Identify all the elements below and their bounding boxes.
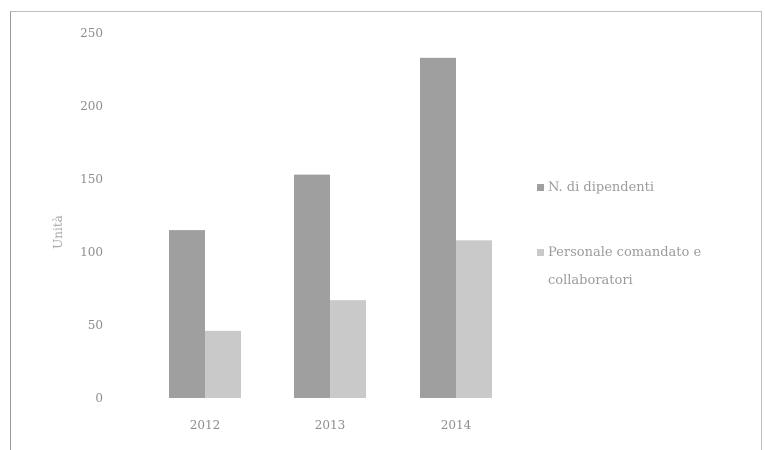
bar-personale-comandato-2013 — [330, 300, 366, 398]
bar-personale-comandato-2014 — [456, 240, 492, 398]
legend-swatch-dipendenti — [537, 184, 544, 191]
y-tick-label: 150 — [80, 172, 103, 186]
y-axis-label: Unità — [51, 215, 65, 249]
x-tick-label: 2014 — [441, 418, 472, 432]
bar-personale-comandato-2012 — [205, 330, 241, 398]
y-tick-label: 50 — [88, 318, 103, 332]
bar-dipendenti-2012 — [169, 230, 205, 398]
legend-swatch-personale — [537, 249, 544, 256]
y-tick-label: 200 — [80, 99, 103, 113]
legend-label-dipendenti: N. di dipendenti — [548, 180, 654, 195]
y-tick-label: 250 — [80, 26, 103, 40]
bar-dipendenti-2014 — [420, 57, 456, 398]
x-tick-label: 2013 — [315, 418, 346, 432]
y-tick-label: 100 — [80, 245, 103, 259]
y-tick-label: 0 — [95, 391, 103, 405]
legend-label-personale: Personale comandato e collaboratori — [548, 245, 701, 288]
x-tick-label: 2012 — [190, 418, 221, 432]
chart-frame — [10, 11, 762, 450]
bar-dipendenti-2013 — [294, 174, 330, 398]
